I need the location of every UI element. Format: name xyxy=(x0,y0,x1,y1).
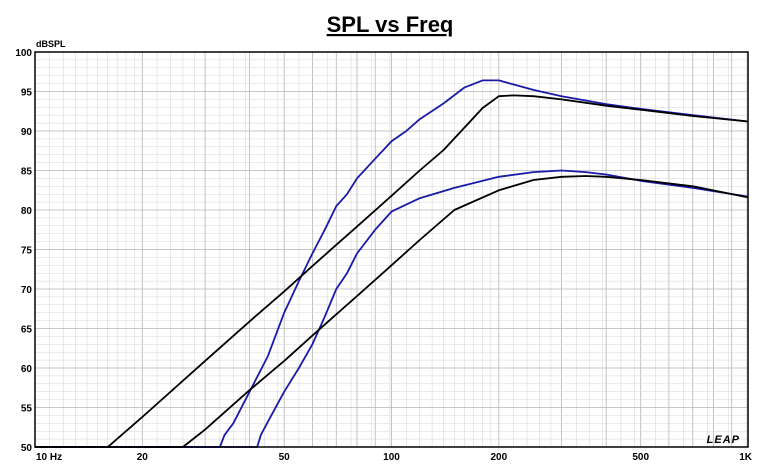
y-tick-label: 75 xyxy=(21,246,33,257)
x-tick-label: 100 xyxy=(383,452,400,463)
x-tick-label: 20 xyxy=(137,452,149,463)
y-tick-label: 85 xyxy=(21,167,33,178)
x-tick-label: 1K xyxy=(739,452,753,463)
x-tick-labels: 10 Hz 20 50 100 200 500 1K xyxy=(36,452,753,463)
y-tick-label: 90 xyxy=(21,127,33,138)
y-axis-unit-label: dBSPL xyxy=(36,39,66,49)
y-tick-label: 95 xyxy=(21,88,33,99)
y-tick-label: 60 xyxy=(21,364,33,375)
series-line-4 xyxy=(35,175,749,448)
x-tick-label: 50 xyxy=(279,452,291,463)
y-tick-label: 80 xyxy=(21,206,33,217)
plot-frame xyxy=(34,51,749,448)
series-line-3 xyxy=(35,169,749,448)
y-tick-label: 50 xyxy=(21,443,33,454)
leap-logo-text: LEAP xyxy=(707,434,740,446)
x-tick-label: 500 xyxy=(632,452,649,463)
plot-series xyxy=(35,79,749,448)
series-line-2 xyxy=(35,94,749,448)
x-tick-label: 200 xyxy=(490,452,507,463)
y-tick-label: 100 xyxy=(15,48,32,59)
series-line-1 xyxy=(35,79,749,448)
plot-grid xyxy=(35,52,748,447)
y-tick-label: 65 xyxy=(21,325,33,336)
chart-title: SPL vs Freq xyxy=(327,12,454,37)
y-tick-labels: 50 55 60 65 70 75 80 85 90 95 100 xyxy=(15,48,32,454)
y-tick-label: 55 xyxy=(21,404,33,415)
x-tick-label: 10 Hz xyxy=(36,452,62,463)
y-tick-label: 70 xyxy=(21,285,33,296)
